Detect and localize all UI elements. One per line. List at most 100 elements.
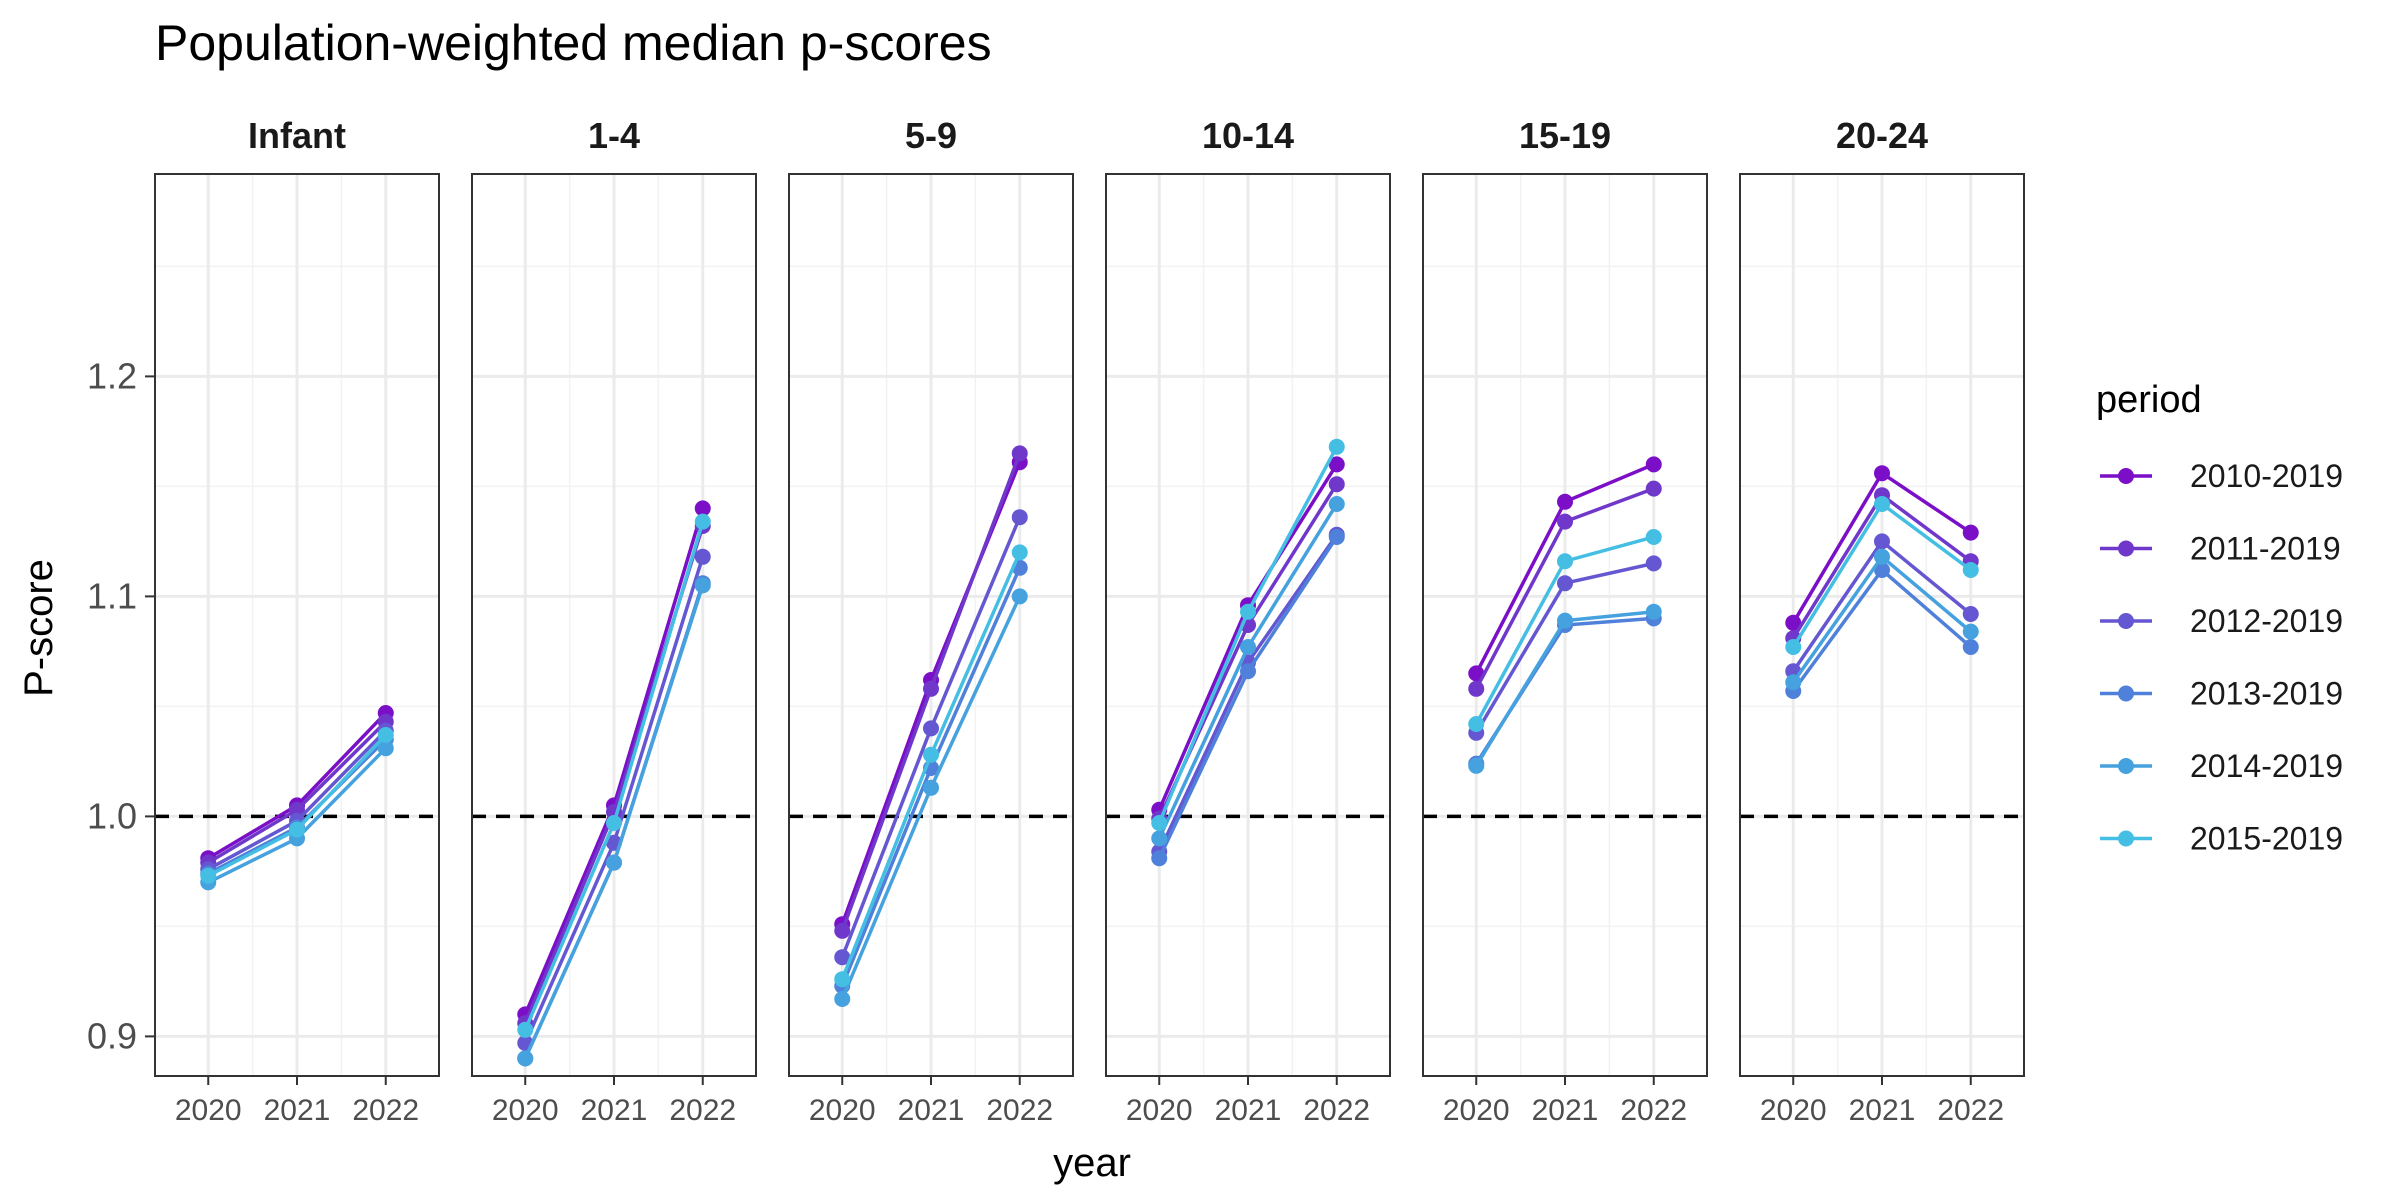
y-tick-label: 1.0	[87, 795, 137, 836]
data-point	[289, 821, 305, 838]
x-tick-label: 2022	[1620, 1094, 1687, 1127]
facet-strip-label: 20-24	[1836, 115, 1928, 156]
legend-label: 2013-2019	[2190, 676, 2343, 712]
data-point	[1874, 533, 1890, 550]
data-point	[1645, 456, 1662, 473]
facet-strip-label: 10-14	[1202, 115, 1294, 156]
data-point	[1328, 476, 1345, 493]
legend-key-point	[2118, 830, 2134, 847]
legend-key-point	[2118, 758, 2134, 774]
data-point	[1557, 575, 1573, 592]
data-point	[606, 854, 622, 871]
legend-item-2010-2019[interactable]: 2010-2019	[2100, 458, 2343, 494]
data-point	[923, 779, 939, 796]
data-point	[1468, 716, 1485, 732]
y-axis-title: P-score	[17, 559, 61, 697]
data-point	[1328, 529, 1345, 545]
data-point	[1785, 639, 1802, 655]
data-point	[1645, 529, 1662, 545]
x-tick-label: 2020	[1126, 1094, 1193, 1127]
data-point	[923, 720, 939, 737]
x-tick-label: 2021	[1215, 1094, 1282, 1127]
data-point	[923, 680, 939, 697]
facet-panels: Infant 2020 2021 2022 1-4 2020 2021 2022 5-9 2020…	[154, 115, 2025, 1127]
legend-label: 2011-2019	[2190, 531, 2341, 567]
facet-strip-label: 15-19	[1519, 115, 1611, 156]
data-point	[1962, 606, 1979, 622]
facet-panel-Infant: Infant 2020 2021 2022	[154, 115, 440, 1127]
legend-item-2013-2019[interactable]: 2013-2019	[2100, 676, 2343, 712]
x-axis-title: year	[1053, 1141, 1131, 1185]
data-point	[694, 577, 711, 594]
legend-item-2014-2019[interactable]: 2014-2019	[2100, 748, 2343, 784]
data-point	[1962, 639, 1979, 655]
data-point	[1468, 680, 1485, 697]
legend-item-2012-2019[interactable]: 2012-2019	[2100, 603, 2343, 639]
data-point	[1557, 513, 1573, 530]
facet-panel-20-24: 20-24 2020 2021 2022	[1739, 115, 2025, 1127]
data-point	[1962, 524, 1979, 541]
x-tick-label: 2020	[809, 1094, 876, 1127]
legend-title: period	[2096, 379, 2202, 421]
facet-strip-label: Infant	[248, 115, 346, 156]
x-tick-label: 2020	[175, 1094, 242, 1127]
legend[interactable]: period 2010-2019 2011-2019 2012-2019 2013-2…	[2096, 379, 2343, 857]
data-point	[1240, 639, 1256, 655]
data-point	[1240, 603, 1256, 620]
data-point	[834, 991, 851, 1007]
data-point	[1011, 445, 1028, 462]
data-point	[1557, 553, 1573, 570]
x-tick-label: 2022	[352, 1094, 419, 1127]
legend-label: 2012-2019	[2190, 603, 2343, 639]
data-point	[694, 548, 711, 565]
facet-panel-10-14: 10-14 2020 2021 2022	[1105, 115, 1391, 1127]
facet-panel-15-19: 15-19 2020 2021 2022	[1422, 115, 1708, 1127]
data-point	[1011, 588, 1028, 605]
data-point	[1151, 850, 1168, 867]
y-axis: 0.9 1.0 1.1 1.2	[87, 355, 155, 1056]
facet-strip-label: 5-9	[905, 115, 957, 156]
data-point	[1328, 456, 1345, 473]
data-point	[1962, 562, 1979, 578]
legend-key-point	[2118, 468, 2134, 484]
legend-label: 2014-2019	[2190, 748, 2343, 784]
chart-title: Population-weighted median p-scores	[155, 15, 992, 71]
legend-item-2011-2019[interactable]: 2011-2019	[2100, 531, 2341, 567]
y-tick-label: 0.9	[87, 1015, 137, 1056]
data-point	[200, 867, 217, 884]
data-point	[377, 727, 394, 743]
data-point	[377, 740, 394, 757]
data-point	[694, 513, 711, 530]
x-tick-label: 2020	[1443, 1094, 1510, 1127]
data-point	[289, 801, 305, 818]
x-tick-label: 2021	[1532, 1094, 1599, 1127]
legend-label: 2010-2019	[2190, 458, 2343, 494]
data-point	[1874, 496, 1890, 512]
facet-panel-1-4: 1-4 2020 2021 2022	[471, 115, 757, 1127]
data-point	[1468, 665, 1485, 682]
data-point	[923, 746, 939, 763]
data-point	[834, 949, 851, 966]
data-point	[1874, 548, 1890, 565]
x-tick-label: 2022	[1303, 1094, 1370, 1127]
legend-item-2015-2019[interactable]: 2015-2019	[2100, 821, 2343, 857]
legend-key-point	[2118, 685, 2134, 702]
x-tick-label: 2022	[669, 1094, 736, 1127]
x-tick-label: 2021	[581, 1094, 648, 1127]
y-tick-label: 1.1	[87, 575, 137, 616]
legend-label: 2015-2019	[2190, 821, 2343, 857]
data-point	[1151, 830, 1168, 847]
x-tick-label: 2021	[1849, 1094, 1916, 1127]
data-point	[1645, 603, 1662, 620]
data-point	[517, 1021, 534, 1038]
data-point	[1874, 562, 1890, 578]
data-point	[1785, 614, 1802, 631]
data-point	[1328, 438, 1345, 455]
x-tick-label: 2022	[1937, 1094, 2004, 1127]
legend-key-point	[2118, 613, 2134, 629]
data-point	[834, 922, 851, 939]
data-point	[1011, 544, 1028, 561]
x-tick-label: 2022	[986, 1094, 1053, 1127]
x-tick-label: 2020	[492, 1094, 559, 1127]
